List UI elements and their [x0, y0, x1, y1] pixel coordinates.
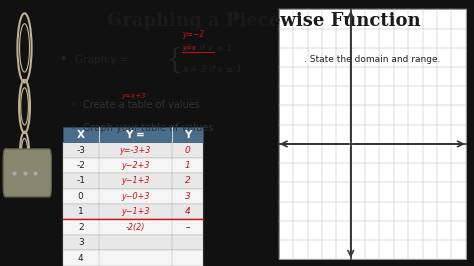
Bar	[63, 235, 203, 250]
FancyBboxPatch shape	[3, 149, 51, 197]
Text: y≈x+3: y≈x+3	[122, 93, 146, 99]
Text: Graphing a Piecewise Function: Graphing a Piecewise Function	[108, 12, 421, 30]
Bar	[63, 250, 203, 266]
Text: y=-3+3: y=-3+3	[119, 146, 151, 155]
Text: 3: 3	[185, 192, 191, 201]
Bar	[63, 158, 203, 173]
Text: –: –	[185, 223, 190, 232]
Text: X: X	[77, 130, 85, 140]
Bar	[63, 219, 203, 235]
Bar	[63, 142, 203, 158]
Text: y≈x: y≈x	[182, 45, 197, 51]
Text: y−0+3: y−0+3	[121, 192, 149, 201]
Text: 0: 0	[185, 146, 191, 155]
Text: 0: 0	[78, 192, 83, 201]
Text: -2x if x > 1: -2x if x > 1	[182, 44, 233, 53]
Text: 1: 1	[185, 161, 191, 170]
Text: y−2+3: y−2+3	[121, 161, 149, 170]
Text: 2: 2	[185, 176, 191, 185]
Text: ◦  Graph your table of values: ◦ Graph your table of values	[71, 123, 214, 133]
Text: 3: 3	[78, 238, 83, 247]
Bar	[63, 189, 203, 204]
Text: 4: 4	[78, 253, 83, 263]
Text: {: {	[165, 46, 183, 73]
Text: . State the domain and range.: . State the domain and range.	[304, 55, 441, 64]
Text: ◦  Create a table of values: ◦ Create a table of values	[71, 100, 200, 110]
Text: 2: 2	[78, 223, 83, 232]
Bar	[63, 127, 203, 142]
Text: -1: -1	[76, 176, 85, 185]
Text: y=−2: y=−2	[182, 30, 205, 39]
Text: -3: -3	[76, 146, 85, 155]
Text: Y =: Y =	[126, 130, 145, 140]
Text: -2: -2	[76, 161, 85, 170]
Text: -2(2): -2(2)	[126, 223, 145, 232]
Text: y−1+3: y−1+3	[121, 207, 149, 216]
Bar	[63, 173, 203, 189]
Text: x + 3 if x ≤ 1: x + 3 if x ≤ 1	[182, 65, 243, 74]
Text: Y: Y	[184, 130, 191, 140]
Text: •: •	[59, 53, 66, 66]
Bar	[279, 9, 465, 259]
Text: y−1+3: y−1+3	[121, 176, 149, 185]
Text: Graph y =: Graph y =	[75, 55, 129, 65]
Text: 4: 4	[185, 207, 191, 216]
Bar	[63, 204, 203, 219]
Text: 1: 1	[78, 207, 83, 216]
